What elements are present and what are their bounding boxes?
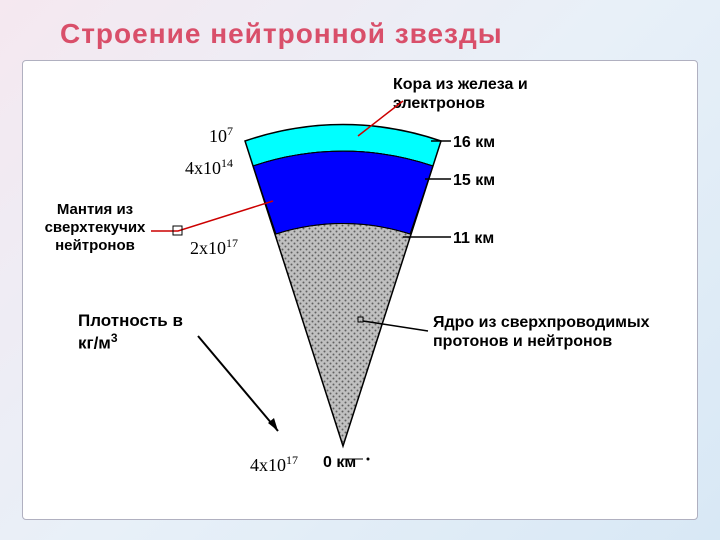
slide-title: Строение нейтронной звезды — [60, 18, 503, 50]
mantle-layer — [253, 151, 433, 234]
diagram-panel: 107 4x1014 2x1017 4x1017 Кора из железа … — [22, 60, 698, 520]
mantle-marker — [173, 226, 182, 235]
density-mantle-top: 4x1014 — [158, 156, 233, 179]
wedge-layers — [245, 125, 441, 446]
diagram-container: 107 4x1014 2x1017 4x1017 Кора из железа … — [23, 61, 697, 519]
radius-16: 16 км — [453, 133, 495, 152]
radius-0: 0 км — [323, 453, 356, 472]
density-crust: 107 — [173, 124, 233, 147]
crust-label: Кора из железа и электронов — [393, 75, 593, 113]
mantle-label: Мантия из сверхтекучих нейтронов — [35, 201, 155, 255]
radius-11: 11 км — [453, 229, 494, 248]
radius-15: 15 км — [453, 171, 495, 190]
density-mantle: 2x1017 — [163, 236, 238, 259]
density-axis-label: Плотность в кг/м3 — [78, 311, 198, 354]
density-core: 4x1017 — [223, 453, 298, 476]
dot-0 — [367, 458, 370, 461]
core-label: Ядро из сверхпроводимых протонов и нейтр… — [433, 313, 653, 351]
wedge-svg — [233, 86, 453, 456]
